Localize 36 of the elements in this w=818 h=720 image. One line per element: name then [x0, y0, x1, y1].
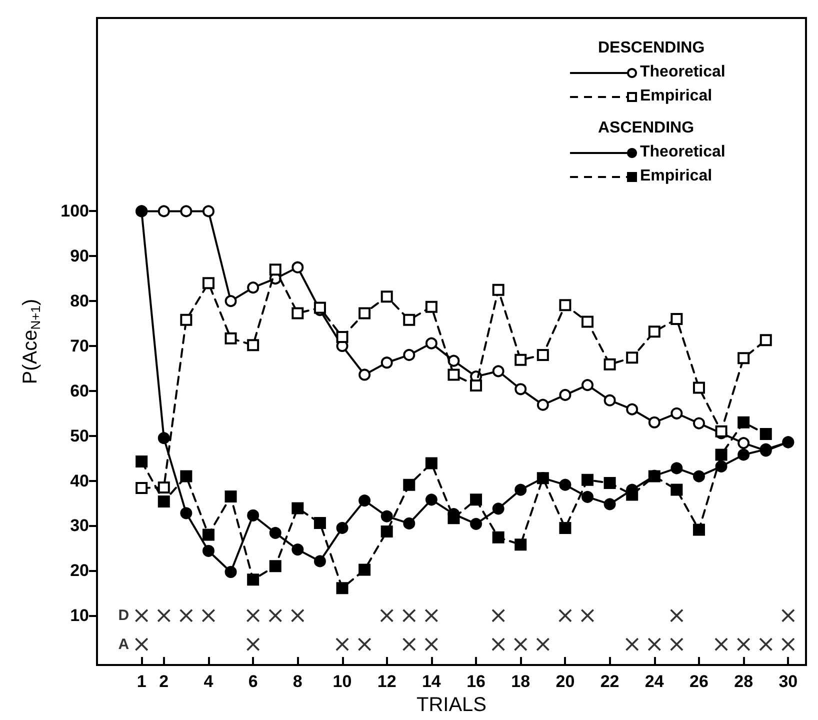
x-tick-label: 4: [204, 672, 214, 691]
x-tick-label: 20: [556, 672, 575, 691]
y-tick-label: 30: [70, 516, 89, 536]
x-tick-label: 12: [377, 672, 396, 691]
legend-label: Theoretical: [640, 64, 726, 80]
series-label: A: [118, 636, 130, 653]
x-tick-label: 16: [466, 672, 486, 691]
x-tick-label: 8: [292, 672, 302, 691]
x-tick-label: 2: [159, 672, 169, 691]
y-tick-label: 50: [70, 426, 89, 446]
x-tick-label: 28: [734, 672, 754, 691]
x-tick-label: 14: [422, 672, 442, 691]
series-label: D: [118, 607, 130, 624]
x-tick-label: 10: [332, 672, 352, 691]
y-tick-label: 10: [70, 606, 89, 626]
annotation: ASCENDING: [598, 120, 694, 136]
y-tick-label: 100: [60, 202, 89, 221]
y-tick-label: 80: [70, 292, 89, 311]
x-tick-label: 26: [690, 672, 708, 691]
y-tick-label: 90: [70, 246, 89, 266]
x-tick-label: 22: [600, 672, 620, 691]
legend-label: Theoretical: [640, 144, 726, 160]
y-tick-label: 20: [70, 561, 89, 580]
y-axis-title: P(AceN+1): [20, 298, 43, 384]
annotation: DESCENDING: [598, 40, 705, 56]
legend-label: Empirical: [640, 168, 712, 184]
y-tick-label: 70: [70, 336, 89, 356]
y-tick-label: 40: [70, 471, 89, 490]
x-tick-label: 1: [136, 672, 146, 691]
x-tick-label: 24: [644, 672, 664, 691]
x-tick-label: 6: [248, 672, 258, 691]
x-tick-label: 18: [511, 672, 530, 691]
x-tick-label: 30: [778, 672, 798, 691]
x-axis-title: TRIALS: [416, 694, 487, 716]
y-tick-label: 60: [70, 381, 89, 400]
legend-label: Empirical: [640, 88, 712, 104]
